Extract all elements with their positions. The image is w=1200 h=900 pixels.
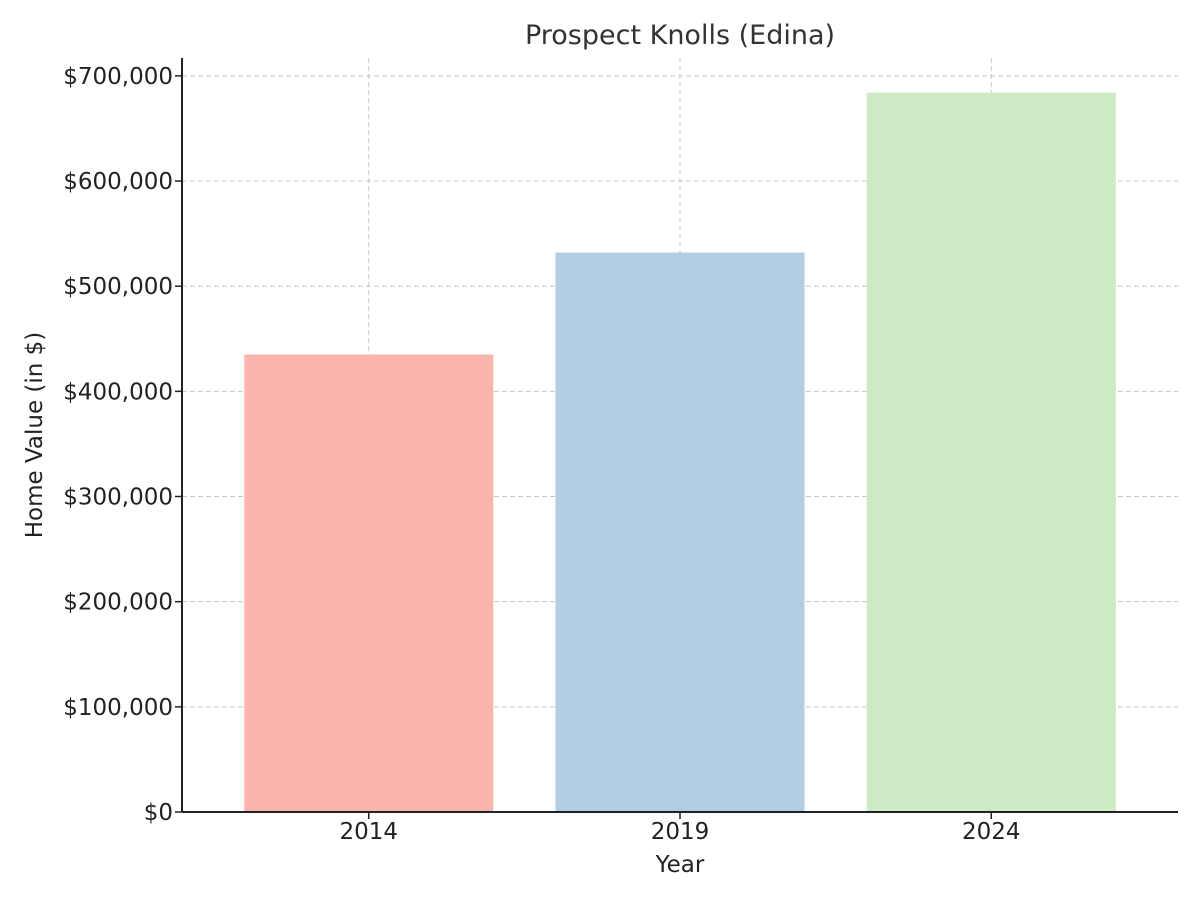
x-axis-label: Year	[655, 852, 705, 878]
bar-2014	[244, 354, 494, 812]
bars	[244, 92, 1116, 812]
y-tick-label: $700,000	[63, 64, 173, 90]
y-tick-label: $200,000	[63, 590, 173, 616]
y-axis-ticks: $0 $100,000 $200,000 $300,000 $400,000 $500,0…	[63, 64, 182, 826]
y-tick-label: $600,000	[63, 169, 173, 195]
y-tick-label: $400,000	[63, 379, 173, 405]
y-tick-label: $300,000	[63, 485, 173, 511]
bar-2019	[555, 252, 805, 812]
chart-title: Prospect Knolls (Edina)	[525, 20, 835, 51]
y-tick-label: $100,000	[63, 695, 173, 721]
bar-2024	[866, 92, 1116, 812]
x-tick-label: 2019	[651, 819, 710, 845]
y-axis-label: Home Value (in $)	[22, 332, 48, 539]
y-tick-label: $0	[144, 800, 173, 826]
x-tick-label: 2024	[962, 819, 1021, 845]
x-axis-ticks: 2014 2019 2024	[339, 812, 1021, 845]
y-tick-label: $500,000	[63, 274, 173, 300]
x-tick-label: 2014	[339, 819, 398, 845]
